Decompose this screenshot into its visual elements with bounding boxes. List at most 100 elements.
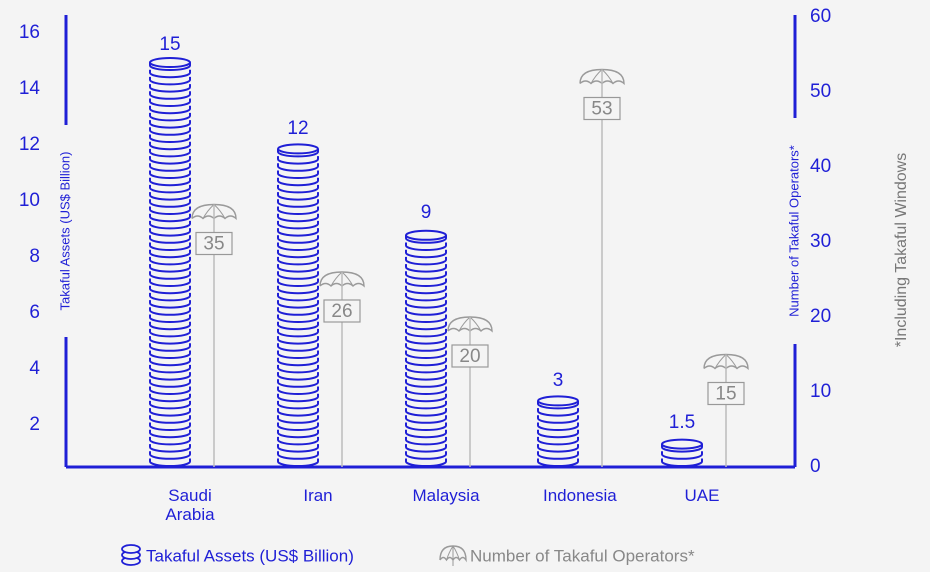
coin [149, 163, 191, 172]
coin [149, 400, 191, 410]
coin [149, 141, 191, 151]
coin [405, 242, 447, 251]
coin [149, 271, 191, 280]
y-axis-label: Takaful Assets (US$ Billion) [57, 152, 72, 311]
coin [277, 336, 319, 345]
coin [661, 451, 703, 460]
coin-stack [277, 143, 319, 467]
y2-tick-label: 60 [810, 6, 831, 27]
axis-gap [787, 118, 803, 344]
y2-tick-label: 30 [810, 231, 831, 252]
coin-top [405, 229, 447, 241]
umbrella [703, 353, 749, 467]
coin [405, 364, 447, 374]
coin [149, 343, 191, 352]
coin [149, 415, 191, 424]
coin [405, 285, 447, 295]
axis-gap [58, 125, 74, 337]
coin [277, 163, 319, 172]
coin [277, 408, 319, 417]
coin [149, 300, 191, 309]
value-label: 3 [553, 370, 564, 391]
coin [277, 357, 319, 367]
coin [149, 314, 191, 323]
legend-icon [121, 544, 141, 566]
coin [277, 206, 319, 215]
coin [149, 192, 191, 201]
coin [537, 444, 579, 453]
value-label: 35 [203, 234, 224, 255]
coin [405, 444, 447, 453]
note: *Including Takaful Windows [893, 153, 910, 347]
coin [149, 112, 191, 122]
coin [149, 256, 191, 266]
y2-axis-label: Number of Takaful Operators* [786, 145, 801, 317]
coin [277, 177, 319, 187]
coin [149, 264, 191, 273]
coin [405, 393, 447, 403]
coin [405, 458, 447, 467]
coin [149, 235, 191, 244]
coin [149, 429, 191, 439]
coin [405, 400, 447, 410]
coin [149, 177, 191, 187]
coin [149, 285, 191, 295]
coin [405, 321, 447, 331]
coin [537, 429, 579, 439]
coin [149, 422, 191, 431]
coin [277, 292, 319, 302]
coin [277, 328, 319, 338]
coin [277, 264, 319, 273]
coin-stack [149, 57, 191, 467]
coin [149, 328, 191, 338]
coin-top [149, 57, 191, 68]
coin [405, 422, 447, 431]
coin [121, 544, 141, 554]
y2-tick-label: 10 [810, 381, 831, 402]
value-box [707, 381, 745, 406]
value-label: 15 [159, 34, 180, 55]
coin [405, 278, 447, 287]
coin [149, 220, 191, 230]
coin [149, 91, 191, 100]
value-label: 53 [591, 99, 612, 120]
coin [405, 249, 447, 259]
coin [149, 69, 191, 79]
value-box [323, 299, 361, 323]
coin [405, 357, 447, 367]
umbrella-rib [458, 316, 471, 332]
coin [405, 350, 447, 359]
coin-stack [405, 229, 447, 467]
coin [405, 336, 447, 345]
y-tick-label: 12 [19, 134, 40, 155]
coin-stack [661, 438, 703, 467]
coin [149, 98, 191, 107]
umbrella-rib [446, 545, 454, 561]
coin [149, 278, 191, 287]
coin [149, 372, 191, 381]
coin [537, 415, 579, 424]
coin [277, 422, 319, 431]
x-tick-label: UAE [684, 486, 720, 505]
umbrella [579, 68, 625, 467]
coin [149, 242, 191, 251]
value-label: 15 [715, 384, 736, 405]
value-box [583, 96, 621, 121]
value-label: 26 [331, 301, 352, 322]
coin [661, 458, 703, 467]
umbrella [447, 316, 493, 467]
x-tick-label: Malaysia [412, 486, 480, 505]
umbrella-rib [601, 69, 614, 84]
coin [277, 350, 319, 359]
umbrella-rib [213, 204, 226, 219]
y2-tick-label: 40 [810, 156, 831, 177]
y-tick-label: 16 [19, 22, 40, 43]
coin [277, 444, 319, 453]
coin [277, 436, 319, 446]
coin [277, 156, 319, 165]
coin [405, 451, 447, 460]
coin [149, 444, 191, 453]
y2-tick-label: 0 [810, 456, 821, 477]
coin [277, 393, 319, 403]
